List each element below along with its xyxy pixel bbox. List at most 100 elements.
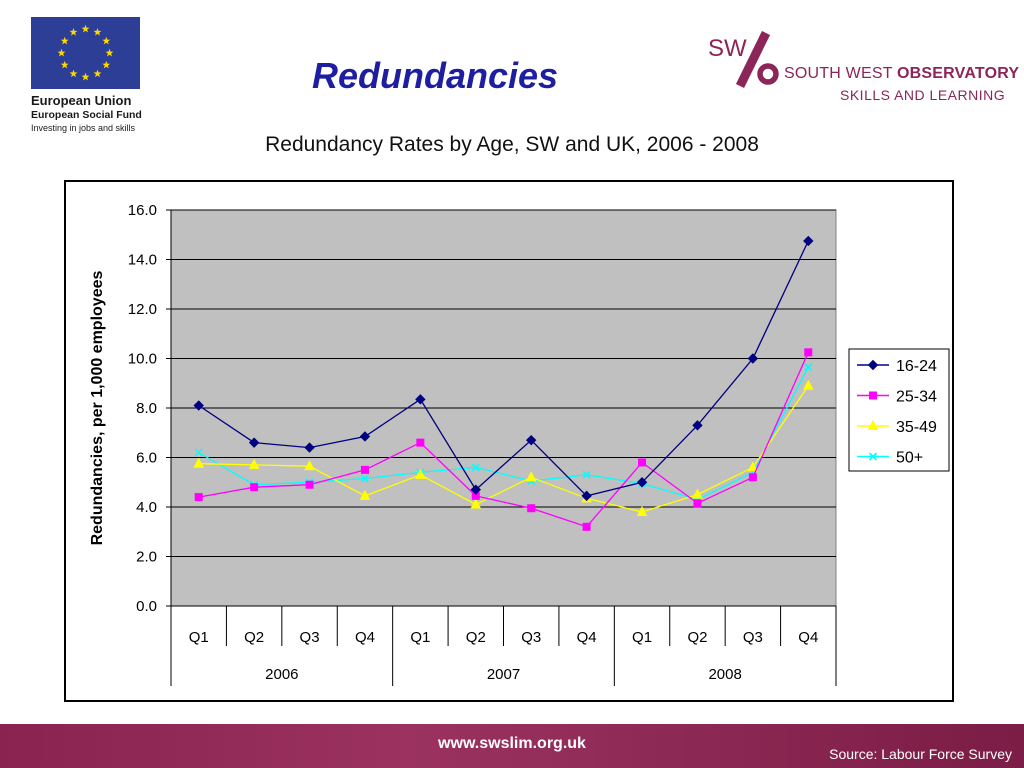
- eu-star-icon: [60, 36, 69, 45]
- data-point: [747, 353, 759, 364]
- y-tick-label: 10.0: [128, 351, 157, 368]
- data-point: [868, 452, 878, 461]
- sw-subtitle: SKILLS AND LEARNING: [840, 87, 1006, 103]
- eu-star-icon: [60, 60, 69, 69]
- slide-title: Redundancies: [312, 55, 559, 96]
- data-point: [581, 490, 592, 502]
- data-point: [360, 465, 369, 474]
- data-point: [525, 471, 537, 482]
- legend-label: 50+: [896, 450, 923, 467]
- eu-star-icon: [81, 72, 90, 81]
- footer-bar: [0, 724, 1024, 768]
- sw-mark-icon: SW: [708, 31, 779, 88]
- data-point: [527, 504, 536, 513]
- eu-logo: European Union European Social Fund Inve…: [31, 17, 142, 133]
- legend-label: 25-34: [896, 389, 937, 406]
- data-point: [304, 442, 315, 453]
- data-point: [471, 463, 480, 472]
- eu-star-icon: [69, 28, 78, 36]
- eu-star-icon: [105, 48, 114, 57]
- data-point: [359, 431, 371, 442]
- x-group-label: 2008: [708, 666, 741, 683]
- x-tick-label: Q1: [189, 629, 209, 646]
- x-tick-label: Q1: [632, 629, 652, 646]
- series-line-25-34: [198, 352, 809, 528]
- data-point: [248, 437, 260, 448]
- eu-star-icon: [69, 69, 78, 78]
- legend-box: [848, 348, 950, 472]
- data-point: [803, 235, 814, 247]
- y-tick-label: 6.0: [136, 450, 157, 467]
- data-point: [250, 483, 259, 492]
- x-tick-label: Q4: [355, 629, 375, 646]
- data-point: [305, 480, 314, 489]
- y-tick-label: 2.0: [136, 549, 157, 566]
- y-tick-label: 0.0: [136, 598, 157, 615]
- y-tick-label: 12.0: [128, 301, 157, 318]
- data-point: [638, 458, 647, 467]
- legend-label: 16-24: [896, 358, 937, 375]
- eu-star-icon: [93, 28, 102, 36]
- data-point: [193, 400, 204, 411]
- sw-name-regular: SOUTH WEST: [784, 65, 898, 82]
- sw-name: SOUTH WEST OBSERVATORY: [784, 65, 1019, 83]
- data-point: [470, 484, 481, 495]
- data-point: [636, 505, 648, 516]
- data-point: [359, 489, 371, 500]
- footer-url-link[interactable]: www.swslim.org.uk: [438, 735, 586, 752]
- data-point: [415, 394, 426, 405]
- data-point: [193, 457, 205, 468]
- eu-star-icon: [93, 69, 102, 78]
- data-point: [748, 473, 757, 482]
- redundancy-line-chart: 0.0 2.0 4.0 6.0 8.0 10.0 12.0 14.0 16.0 Redundanc…: [89, 202, 950, 686]
- x-tick-label: Q3: [521, 629, 541, 646]
- esf-name: European Social Fund: [31, 109, 142, 121]
- series-line-50+: [198, 366, 809, 501]
- x-group-label: 2007: [487, 666, 520, 683]
- legend-label: 35-49: [896, 419, 937, 436]
- eu-star-icon: [81, 24, 90, 33]
- sw-name-bold: OBSERVATORY: [897, 65, 1020, 82]
- data-point: [692, 420, 703, 431]
- chart-title: Redundancy Rates by Age, SW and UK, 2006…: [265, 133, 759, 156]
- sw-observatory-logo: SW SOUTH WEST OBSERVATORY SKILLS AND LEA…: [706, 30, 1019, 110]
- data-point: [194, 448, 203, 457]
- data-point: [869, 391, 877, 400]
- data-point: [582, 522, 591, 531]
- sw-mark-text: SW: [708, 35, 747, 62]
- x-tick-label: Q2: [466, 629, 486, 646]
- data-point: [804, 363, 813, 372]
- eu-tagline: Investing in jobs and skills: [31, 123, 136, 133]
- data-point: [304, 460, 315, 471]
- eu-star-icon: [57, 48, 66, 57]
- data-point: [636, 477, 648, 488]
- data-point: [416, 438, 425, 447]
- data-point: [867, 359, 879, 371]
- data-point: [470, 498, 482, 509]
- data-point: [747, 461, 759, 472]
- y-tick-label: 8.0: [136, 400, 157, 417]
- data-point: [194, 493, 203, 502]
- data-point: [804, 348, 813, 357]
- x-tick-label: Q4: [577, 629, 597, 646]
- y-tick-label: 16.0: [128, 202, 157, 219]
- x-group-label: 2006: [265, 666, 298, 683]
- data-point: [867, 419, 879, 430]
- x-tick-label: Q3: [743, 629, 763, 646]
- x-tick-label: Q2: [244, 629, 264, 646]
- eu-flag-icon: [31, 17, 140, 89]
- series-line-16-24: [198, 240, 809, 497]
- eu-star-icon: [102, 36, 111, 45]
- data-point: [360, 474, 370, 483]
- x-tick-label: Q1: [410, 629, 430, 646]
- data-point: [802, 379, 814, 390]
- eu-star-icon: [102, 60, 111, 69]
- y-axis-title: Redundancies, per 1,000 employees: [89, 271, 106, 546]
- y-tick-label: 4.0: [136, 499, 157, 516]
- footer-source: Source: Labour Force Survey: [829, 746, 1012, 762]
- x-tick-label: Q2: [687, 629, 707, 646]
- series-line-35-49: [198, 385, 809, 513]
- data-point: [415, 468, 426, 479]
- data-point: [692, 488, 703, 499]
- data-point: [582, 470, 591, 479]
